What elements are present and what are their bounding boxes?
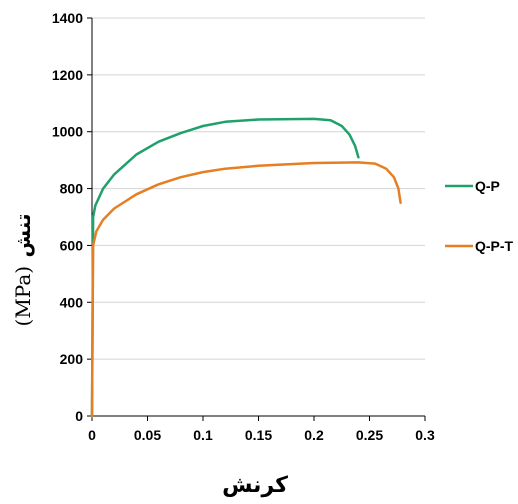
legend: Q-P Q-P-T: [445, 178, 514, 254]
y-tick-labels: 0 200 400 600 800 1000 1200 1400: [52, 10, 83, 424]
series-line-q-p-t: [90, 161, 402, 418]
x-tick-label: 0.25: [356, 427, 383, 443]
data-series: [90, 117, 402, 418]
legend-item-q-p-t: Q-P-T: [445, 238, 514, 254]
x-tick-label: 0.05: [134, 427, 161, 443]
y-tick-label: 1000: [52, 124, 83, 140]
grid-lines: [92, 17, 425, 360]
y-tick-label: 1200: [52, 67, 83, 83]
y-tick-label: 400: [60, 294, 84, 310]
axes: [87, 17, 426, 421]
x-tick-label: 0.15: [245, 427, 272, 443]
series-line-q-p: [90, 117, 360, 418]
x-tick-label: 0: [88, 427, 96, 443]
y-tick-label: 0: [75, 408, 83, 424]
y-axis-unit: (MPa): [11, 266, 35, 327]
y-tick-label: 600: [60, 237, 84, 253]
x-axis-label: کرنش: [222, 473, 288, 498]
x-tick-label: 0.2: [304, 427, 324, 443]
x-tick-labels: 0 0.05 0.1 0.15 0.2 0.25 0.3: [88, 427, 435, 443]
y-axis-label: (MPa) تنش: [11, 214, 35, 327]
legend-item-q-p: Q-P: [445, 178, 500, 194]
legend-label: Q-P-T: [475, 238, 514, 254]
y-tick-label: 200: [60, 351, 84, 367]
x-tick-label: 0.1: [193, 427, 213, 443]
y-tick-label: 1400: [52, 10, 83, 26]
x-tick-label: 0.3: [415, 427, 435, 443]
legend-label: Q-P: [475, 178, 500, 194]
y-axis-word: تنش: [11, 214, 35, 258]
y-tick-label: 800: [60, 181, 84, 197]
